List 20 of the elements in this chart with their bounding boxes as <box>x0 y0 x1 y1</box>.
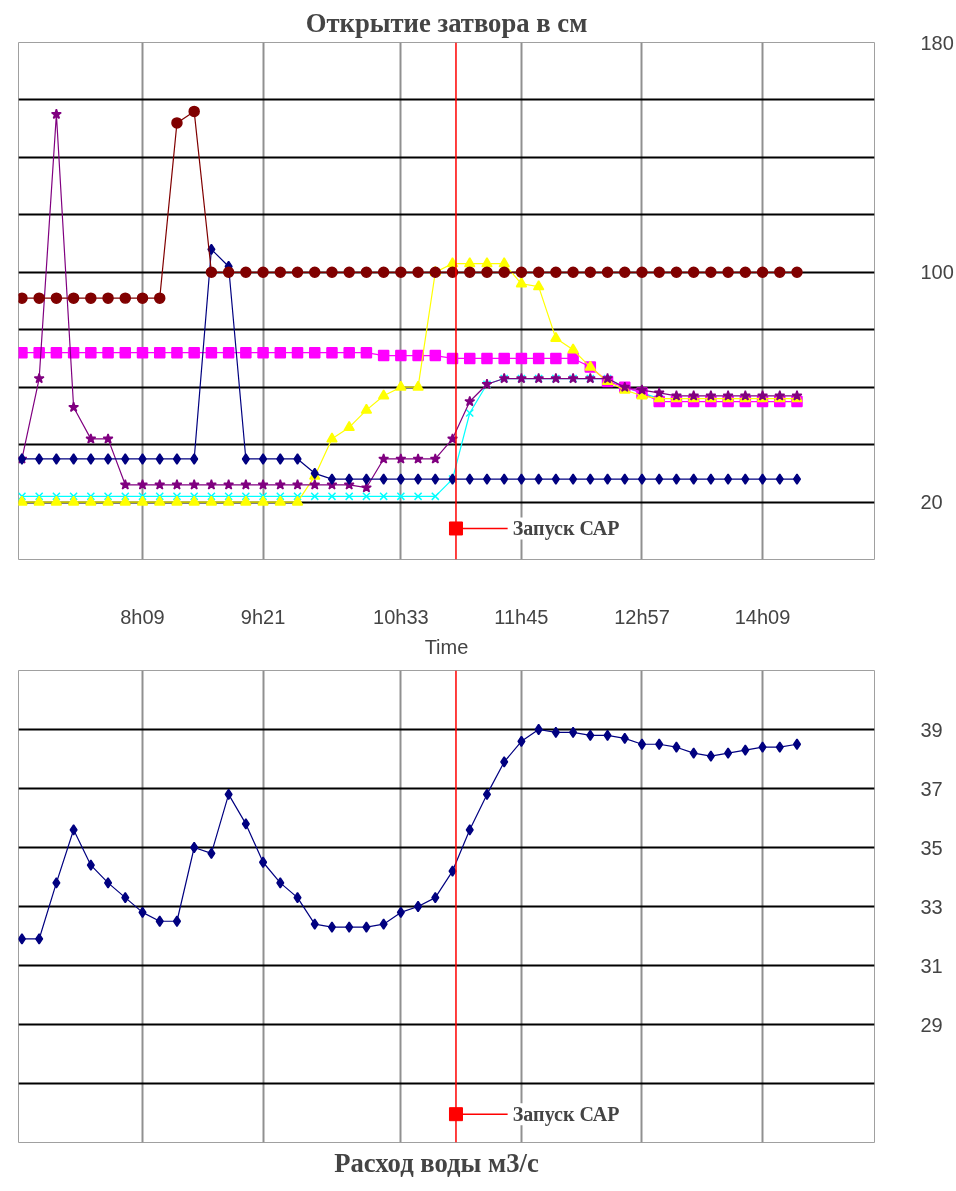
x-tick-label: 11h45 <box>494 605 549 628</box>
annotation: Запуск САР <box>512 517 620 541</box>
chart-title: Открытие затвора в см <box>305 7 588 38</box>
x-tick-label: 8h09 <box>120 605 165 628</box>
y-tick-label: 33 <box>920 895 943 918</box>
x-tick-label: 10h33 <box>373 605 429 628</box>
y-tick-label: 100 <box>920 261 954 284</box>
y-tick-label: 39 <box>920 718 943 741</box>
y-tick-label: 35 <box>920 836 943 859</box>
y-tick-label: 31 <box>920 954 943 977</box>
y-tick-label: 180 <box>920 31 954 54</box>
x-axis-title: Расход воды м3/с <box>334 1147 539 1178</box>
x-axis-title: Time <box>424 635 469 658</box>
y-tick-label: 20 <box>920 491 943 514</box>
annotation: Запуск САР <box>512 1103 620 1127</box>
y-tick-label: 37 <box>920 777 943 800</box>
x-tick-label: 14h09 <box>734 605 791 628</box>
x-tick-label: 12h57 <box>614 605 670 628</box>
y-tick-label: 29 <box>920 1013 943 1036</box>
x-tick-label: 9h21 <box>240 605 286 628</box>
